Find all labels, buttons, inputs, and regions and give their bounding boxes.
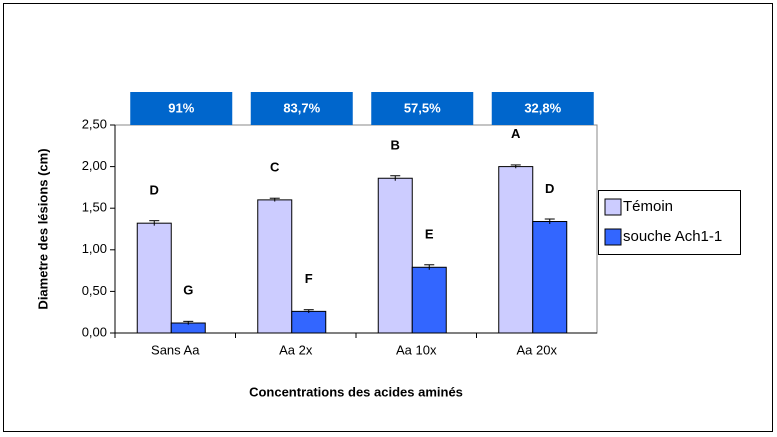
y-tick-label: 2,50 bbox=[82, 116, 107, 131]
significance-letter: D bbox=[150, 183, 159, 198]
percent-label: 32,8% bbox=[524, 100, 561, 115]
bar bbox=[411, 266, 447, 334]
legend-label: souche Ach1-1 bbox=[623, 228, 722, 245]
y-tick-label: 1,00 bbox=[82, 241, 107, 256]
y-tick-label: 0,00 bbox=[82, 324, 107, 339]
legend-swatch bbox=[604, 228, 622, 246]
percent-box bbox=[371, 92, 474, 125]
significance-letter: F bbox=[305, 271, 313, 286]
bar bbox=[291, 310, 327, 334]
y-tick-label: 0,50 bbox=[82, 283, 107, 298]
significance-letter: G bbox=[183, 282, 193, 297]
bar bbox=[532, 221, 568, 334]
significance-letter: E bbox=[425, 227, 434, 242]
x-tick-label: Aa 2x bbox=[279, 342, 313, 357]
y-tick-label: 2,00 bbox=[82, 158, 107, 173]
x-tick-label: Sans Aa bbox=[151, 342, 200, 357]
percent-label: 57,5% bbox=[404, 100, 441, 115]
bar bbox=[377, 177, 413, 334]
percent-box bbox=[250, 92, 353, 125]
x-axis-label: Concentrations des acides aminés bbox=[249, 384, 463, 399]
x-tick-label: Aa 10x bbox=[396, 342, 437, 357]
bar bbox=[136, 222, 172, 334]
legend-box bbox=[598, 190, 741, 255]
percent-box bbox=[130, 92, 233, 125]
significance-letter: B bbox=[391, 138, 400, 153]
percent-box bbox=[491, 92, 594, 125]
percent-label: 83,7% bbox=[283, 100, 320, 115]
legend-label: Témoin bbox=[623, 198, 673, 215]
y-axis-label: Diametre des lésions (cm) bbox=[35, 148, 50, 309]
significance-letter: A bbox=[511, 126, 521, 141]
bar bbox=[257, 199, 293, 334]
bar bbox=[498, 166, 534, 334]
percent-label: 91% bbox=[168, 100, 194, 115]
significance-letter: C bbox=[270, 159, 280, 174]
x-tick-label: Aa 20x bbox=[517, 342, 558, 357]
y-tick-label: 1,50 bbox=[82, 200, 107, 215]
legend-swatch bbox=[604, 198, 622, 216]
significance-letter: D bbox=[545, 181, 554, 196]
